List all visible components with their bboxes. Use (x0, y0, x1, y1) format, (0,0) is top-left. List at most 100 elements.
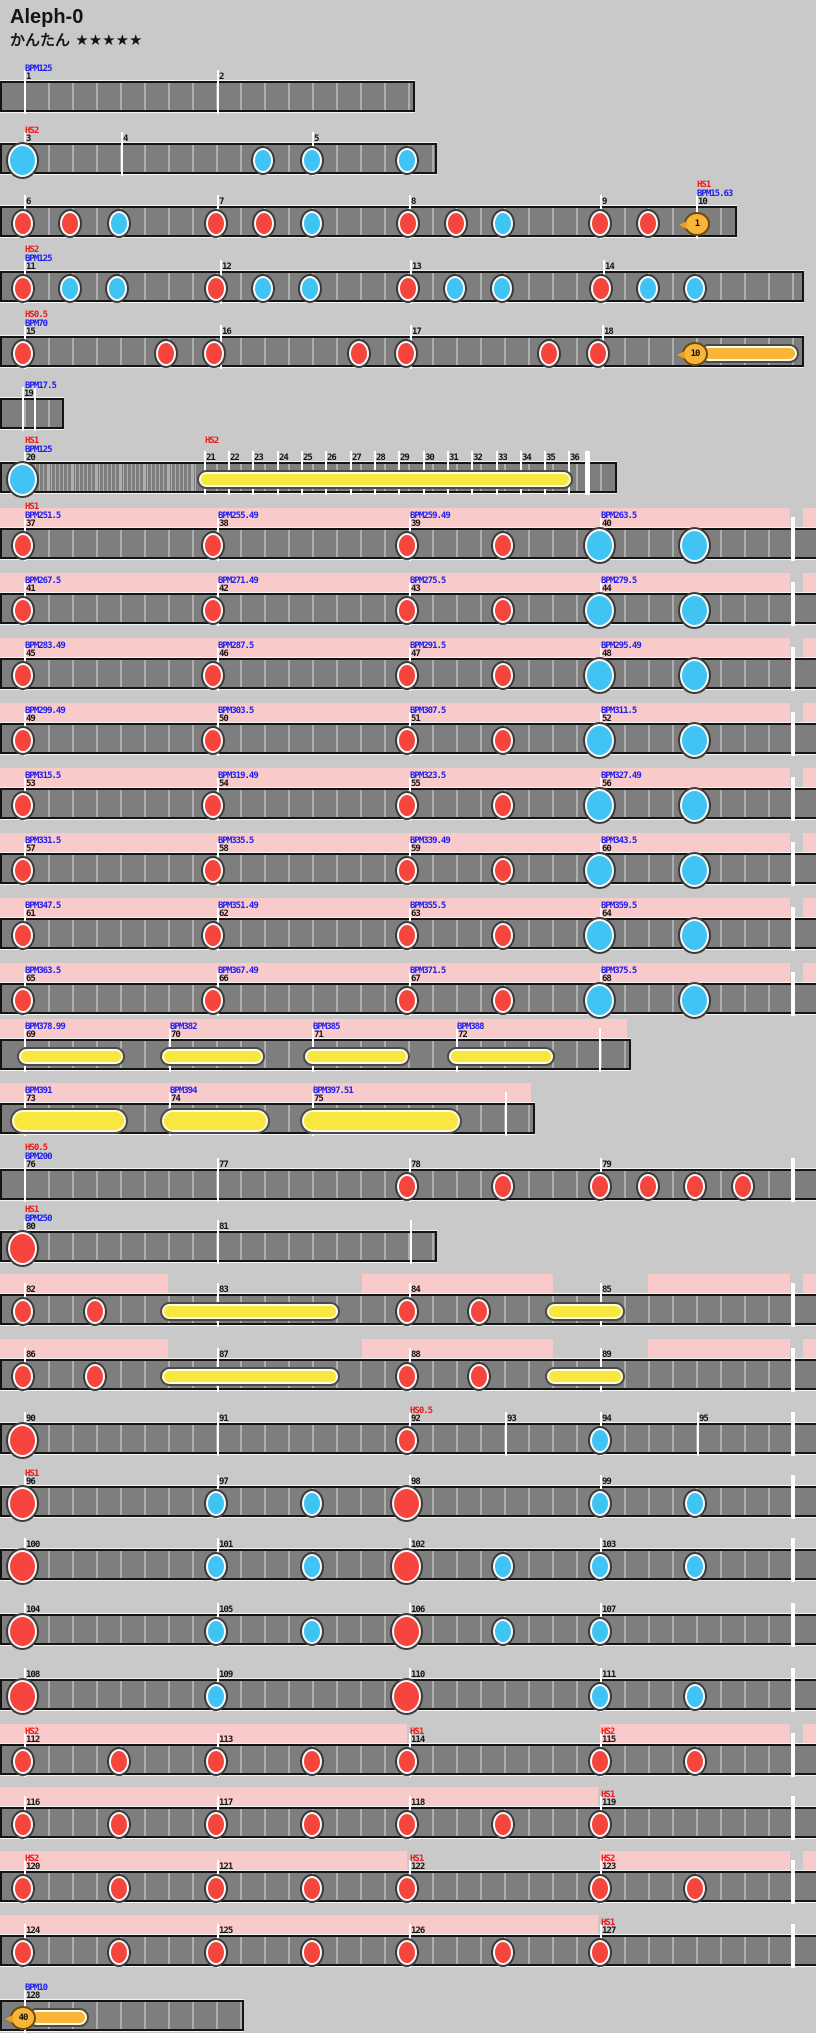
don-note (13, 1812, 33, 1837)
measure-number: 110 (411, 1670, 425, 1680)
gogo-time-band (803, 1339, 816, 1361)
big-don-note (392, 1550, 421, 1583)
big-ka-note (585, 854, 614, 887)
don-note (493, 793, 513, 818)
big-ka-note (8, 463, 37, 496)
ka-note (302, 1554, 322, 1579)
measure-line (217, 70, 219, 114)
measure-number: 128 (26, 1991, 40, 2001)
scroll-speed-label: HS2 (601, 1854, 615, 1864)
measure-number: 83 (219, 1285, 229, 1295)
big-ka-note (585, 919, 614, 952)
measure-number: 102 (411, 1540, 425, 1550)
measure-line (505, 1092, 507, 1136)
big-ka-note (680, 854, 709, 887)
ka-note (397, 148, 417, 173)
measure-line (410, 1220, 412, 1264)
measure-number: 29 (400, 453, 410, 463)
don-note (397, 1876, 417, 1901)
measure-number: 1 (26, 72, 32, 82)
measure-number: 114 (411, 1735, 425, 1745)
measure-number: 115 (602, 1735, 616, 1745)
difficulty-line: かんたん ★★★★★ (10, 29, 143, 50)
drumroll-note (447, 1047, 555, 1066)
balloon-tail (699, 344, 799, 363)
measure-number: 63 (411, 909, 421, 919)
don-note (398, 276, 418, 301)
don-note (493, 663, 513, 688)
don-note (85, 1299, 105, 1324)
don-note (493, 1812, 513, 1837)
gogo-time-band (0, 833, 790, 855)
ka-note (302, 211, 322, 236)
scroll-speed-label: HS2 (25, 245, 39, 255)
measure-number: 77 (219, 1160, 229, 1170)
big-ka-note (680, 724, 709, 757)
measure-number: 40 (602, 519, 612, 529)
big-ka-note (680, 919, 709, 952)
ka-note (590, 1554, 610, 1579)
measure-number: 74 (171, 1094, 181, 1104)
measure-number: 48 (602, 649, 612, 659)
scroll-speed-label: HS0.5 (25, 1143, 48, 1153)
don-note (206, 211, 226, 236)
measure-number: 3 (26, 134, 32, 144)
don-note (590, 1749, 610, 1774)
measure-line (791, 1603, 795, 1647)
measure-line (791, 1348, 795, 1392)
ka-note (492, 276, 512, 301)
don-note (493, 858, 513, 883)
measure-number: 71 (314, 1030, 324, 1040)
measure-number: 111 (602, 1670, 616, 1680)
ka-note (493, 1554, 513, 1579)
don-note (397, 1812, 417, 1837)
gogo-time-band (803, 638, 816, 660)
measure-line (34, 387, 36, 431)
measure-number: 89 (602, 1350, 612, 1360)
bpm-label: BPM15.63 (697, 189, 733, 199)
drumroll-note (545, 1367, 625, 1386)
gogo-time-band (0, 1724, 407, 1746)
big-drumroll-note (160, 1108, 270, 1134)
measure-number: 90 (26, 1414, 36, 1424)
bpm-label: BPM397.51 (313, 1086, 354, 1096)
measure-number: 116 (26, 1798, 40, 1808)
measure-number: 51 (411, 714, 421, 724)
don-note (203, 988, 223, 1013)
measure-number: 87 (219, 1350, 229, 1360)
don-note (302, 1812, 322, 1837)
don-note (397, 793, 417, 818)
don-note (493, 988, 513, 1013)
bpm-label: BPM335.5 (218, 836, 254, 846)
don-note (397, 728, 417, 753)
don-note (13, 533, 33, 558)
don-note (396, 341, 416, 366)
measure-number: 4 (123, 134, 129, 144)
measure-number: 72 (458, 1030, 468, 1040)
bpm-label: BPM347.5 (25, 901, 61, 911)
bpm-label: BPM388 (457, 1022, 484, 1032)
big-ka-note (585, 529, 614, 562)
gogo-time-band (803, 1724, 816, 1746)
big-don-note (8, 1680, 37, 1713)
big-ka-note (8, 144, 37, 177)
measure-number: 52 (602, 714, 612, 724)
measure-line (217, 1412, 219, 1456)
measure-number: 99 (602, 1477, 612, 1487)
scroll-speed-label: HS2 (601, 1727, 615, 1737)
don-note (590, 1940, 610, 1965)
measure-number: 50 (219, 714, 229, 724)
ka-note (302, 148, 322, 173)
measure-number: 41 (26, 584, 36, 594)
bpm-label: BPM303.5 (218, 706, 254, 716)
measure-line (599, 1028, 601, 1072)
bpm-label: BPM382 (170, 1022, 197, 1032)
ka-note (638, 276, 658, 301)
don-note (591, 276, 611, 301)
measure-number: 43 (411, 584, 421, 594)
don-note (302, 1749, 322, 1774)
don-note (206, 1876, 226, 1901)
difficulty-label: かんたん (10, 31, 71, 49)
measure-number: 31 (449, 453, 459, 463)
